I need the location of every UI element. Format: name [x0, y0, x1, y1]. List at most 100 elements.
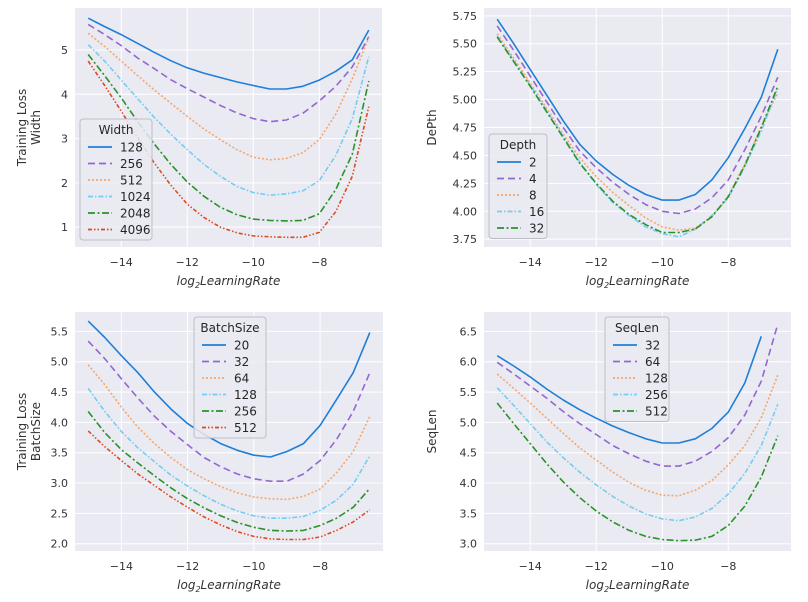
series-line-512: [87, 430, 371, 541]
y-tick-labels: 3.0 3.5 4.0 4.5 5.0 5.5 6.0 6.5: [460, 325, 478, 550]
y-tick-labels: 3.75 4.00 4.25 4.50 4.75 5.00 5.25 5.50 5.75: [453, 10, 478, 246]
series-line-256: [87, 23, 370, 123]
series-line-16: [496, 35, 779, 238]
series-line-32: [496, 336, 763, 444]
y-tick-label: 4.0: [460, 477, 478, 490]
y-tick-label: 3.0: [460, 538, 478, 551]
legend-title: SeqLen: [615, 321, 659, 335]
y-tick-label: 6.5: [460, 325, 478, 338]
y-tick-label: 4.50: [453, 149, 478, 162]
legend-box: [79, 118, 153, 241]
legend-label-128: 128: [234, 388, 257, 402]
legend: BatchSize 20 32 64 128 256 512: [193, 316, 267, 439]
series-line-32: [87, 340, 371, 482]
y-tick-label: 5.75: [453, 10, 478, 23]
legend-label-32: 32: [529, 222, 544, 236]
legend-label-8: 8: [529, 189, 537, 203]
y-tick-label: 2: [61, 177, 68, 190]
panel-depth: −14 −12 −10 −8 3.75 4.00 4.25 4.50 4.75 5.00 5.25…: [425, 8, 791, 290]
y-tick-label: 5.5: [460, 386, 478, 399]
y-axis-label: Training LossBatchSize: [15, 393, 43, 471]
legend-label-512: 512: [645, 405, 668, 419]
x-tick-label: −14: [110, 560, 133, 573]
legend-label-128: 128: [645, 372, 668, 386]
series-line-2: [496, 18, 779, 201]
x-tick-label: −12: [176, 560, 199, 573]
legend-label-256: 256: [645, 388, 668, 402]
x-tick-label: −8: [312, 560, 328, 573]
x-tick-label: −14: [519, 560, 542, 573]
legend-box: [488, 133, 548, 239]
x-tick-label: −14: [519, 256, 542, 269]
legend-title: BatchSize: [200, 321, 259, 335]
series-line-4096: [87, 60, 370, 239]
y-tick-label: 4.5: [460, 447, 478, 460]
series-line-2048: [87, 54, 370, 222]
series-lines: [87, 17, 370, 239]
x-tick-label: −12: [176, 256, 199, 269]
series-line-128: [496, 373, 779, 497]
legend-title: Width: [99, 123, 134, 137]
legend-label-2048: 2048: [120, 207, 151, 221]
y-axis-label: Training LossWidth: [15, 89, 43, 167]
panel-seqlen: −14 −12 −10 −8 3.0 3.5 4.0 4.5 5.0 5.5 6.0 6.5 log…: [425, 312, 791, 594]
x-axis-label: log2LearningRate: [177, 274, 281, 290]
legend-box: [193, 316, 267, 439]
legend-label-512: 512: [234, 421, 257, 435]
x-tick-label: −8: [720, 256, 736, 269]
legend-label-256: 256: [234, 405, 257, 419]
legend-label-32: 32: [234, 355, 249, 369]
legend-label-1024: 1024: [120, 190, 151, 204]
y-axis-label: DePth: [425, 109, 439, 145]
series-line-512: [496, 402, 779, 542]
x-tick-label: −10: [651, 256, 674, 269]
series-line-4: [496, 25, 779, 215]
y-tick-labels: 1 2 3 4 5: [61, 44, 68, 234]
y-tick-label: 4.5: [51, 386, 69, 399]
legend-label-4096: 4096: [120, 223, 151, 237]
y-tick-labels: 2.0 2.5 3.0 3.5 4.0 4.5 5.0 5.5: [51, 325, 69, 550]
x-axis-label: log2LearningRate: [586, 274, 690, 290]
y-tick-label: 3.5: [460, 507, 478, 520]
legend-label-20: 20: [234, 339, 249, 353]
x-tick-label: −12: [585, 560, 608, 573]
y-tick-label: 3: [61, 133, 68, 146]
y-tick-label: 4.25: [453, 177, 478, 190]
series-line-32: [496, 36, 779, 234]
series-line-20: [87, 320, 371, 458]
x-tick-labels: −14 −12 −10 −8: [519, 560, 737, 573]
panel-width: −14 −12 −10 −8 1 2 3 4 5 log2LearningRate Train…: [15, 8, 382, 290]
legend-label-512: 512: [120, 174, 143, 188]
legend-label-16: 16: [529, 205, 544, 219]
y-tick-label: 5.50: [453, 38, 478, 51]
y-tick-label: 5: [61, 44, 68, 57]
x-tick-label: −8: [720, 560, 736, 573]
series-lines: [496, 323, 779, 542]
x-tick-label: −14: [110, 256, 133, 269]
series-line-64: [87, 364, 371, 501]
y-tick-label: 4.00: [453, 205, 478, 218]
x-tick-labels: −14 −12 −10 −8: [110, 560, 328, 573]
y-tick-label: 4: [61, 88, 68, 101]
series-lines: [87, 320, 371, 541]
y-tick-label: 2.5: [51, 507, 69, 520]
x-tick-label: −10: [242, 560, 265, 573]
x-tick-labels: −14 −12 −10 −8: [519, 256, 737, 269]
x-tick-labels: −14 −12 −10 −8: [110, 256, 328, 269]
y-axis-label: SeqLen: [425, 409, 439, 453]
series-line-256: [87, 411, 371, 532]
y-tick-label: 5.0: [51, 356, 69, 369]
x-axis-label: log2LearningRate: [177, 578, 281, 594]
x-axis-label: log2LearningRate: [586, 578, 690, 594]
y-tick-label: 5.00: [453, 94, 478, 107]
x-tick-label: −10: [242, 256, 265, 269]
y-tick-label: 1: [61, 221, 68, 234]
y-tick-label: 3.75: [453, 233, 478, 246]
x-tick-label: −8: [311, 256, 327, 269]
y-tick-label: 5.0: [460, 416, 478, 429]
legend-label-2: 2: [529, 156, 537, 170]
y-tick-label: 4.75: [453, 122, 478, 135]
legend-label-32: 32: [645, 339, 660, 353]
series-line-128: [87, 17, 370, 90]
